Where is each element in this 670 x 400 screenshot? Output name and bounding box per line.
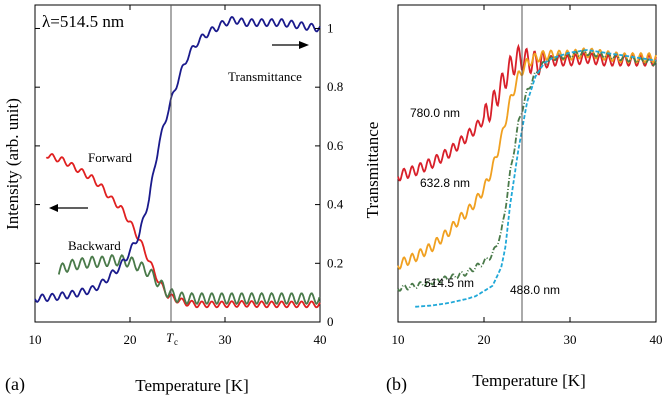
- panel-b-series-4880: [415, 49, 657, 308]
- panel-a-frame: [34, 4, 321, 323]
- panel-b-x-tick-label: 20: [478, 332, 491, 347]
- panel-b-x-tick-label: 10: [392, 332, 405, 347]
- panel-a-right-tick-label: 0: [327, 314, 334, 329]
- panel-b: 10 20 30 40 780.0 nm 632.8 nm 514.5 nm 488.…: [363, 4, 663, 395]
- panel-a-x-axis-label: Temperature [K]: [135, 376, 249, 395]
- panel-a-right-arrow: [272, 41, 309, 49]
- panel-b-series-7800: [397, 43, 657, 182]
- panel-a-series-backward: [57, 253, 321, 305]
- panel-a-right-tick-label: 0.2: [327, 255, 343, 270]
- panel-b-label-780: 780.0 nm: [410, 106, 460, 120]
- panel-a-label: (a): [5, 374, 25, 395]
- panel-a-left-arrow: [49, 204, 88, 212]
- panel-a-x-tick-label: 10: [29, 332, 42, 347]
- panel-b-frame: [397, 4, 657, 323]
- panel-a-forward-annotation: Forward: [88, 150, 133, 165]
- panel-a-x-tick-label: 40: [314, 332, 327, 347]
- panel-b-label: (b): [386, 374, 407, 395]
- panel-a-transmittance-annotation: Transmittance: [228, 69, 302, 84]
- panel-b-x-axis-label: Temperature [K]: [472, 371, 586, 390]
- panel-a-right-tick-label: 0.8: [327, 79, 343, 94]
- panel-b-x-tick-label: 40: [650, 332, 663, 347]
- panel-a-right-tick-label: 1: [327, 20, 334, 35]
- panel-b-label-488: 488.0 nm: [510, 283, 560, 297]
- panel-b-series-group: [397, 43, 657, 308]
- panel-a: 10 20 30 40 0 0.2 0.4 0.6 0.8 1 λ=514.5 nm Forwa…: [3, 4, 344, 395]
- panel-b-x-ticks: 10 20 30 40: [392, 5, 663, 347]
- panel-a-y-axis-label: Intensity (arb. unit): [3, 98, 22, 230]
- panel-a-right-tick-label: 0.4: [327, 197, 344, 212]
- panel-a-x-ticks: 10 20 30 40: [29, 5, 327, 347]
- panel-a-right-tick-label: 0.6: [327, 138, 344, 153]
- panel-a-tc-subscript: c: [174, 337, 178, 347]
- panel-b-series-5145: [397, 49, 657, 292]
- panel-a-x-tick-label: 20: [124, 332, 137, 347]
- panel-a-series-group: [34, 16, 321, 309]
- panel-a-right-ticks: 0 0.2 0.4 0.6 0.8 1: [35, 20, 344, 329]
- panel-a-backward-annotation: Backward: [68, 238, 121, 253]
- panel-b-x-tick-label: 30: [564, 332, 577, 347]
- panel-a-tc-label: T: [166, 330, 174, 345]
- panel-a-series-forward: [45, 153, 321, 309]
- panel-a-series-transmittance: [34, 16, 321, 303]
- panel-b-series-6328: [397, 47, 657, 270]
- panel-a-wavelength-label: λ=514.5 nm: [42, 12, 124, 31]
- panel-b-label-514: 514.5 nm: [424, 276, 474, 290]
- panel-a-x-tick-label: 30: [219, 332, 232, 347]
- panel-b-y-axis-label: Transmittance: [363, 122, 382, 219]
- panel-b-label-632: 632.8 nm: [420, 176, 470, 190]
